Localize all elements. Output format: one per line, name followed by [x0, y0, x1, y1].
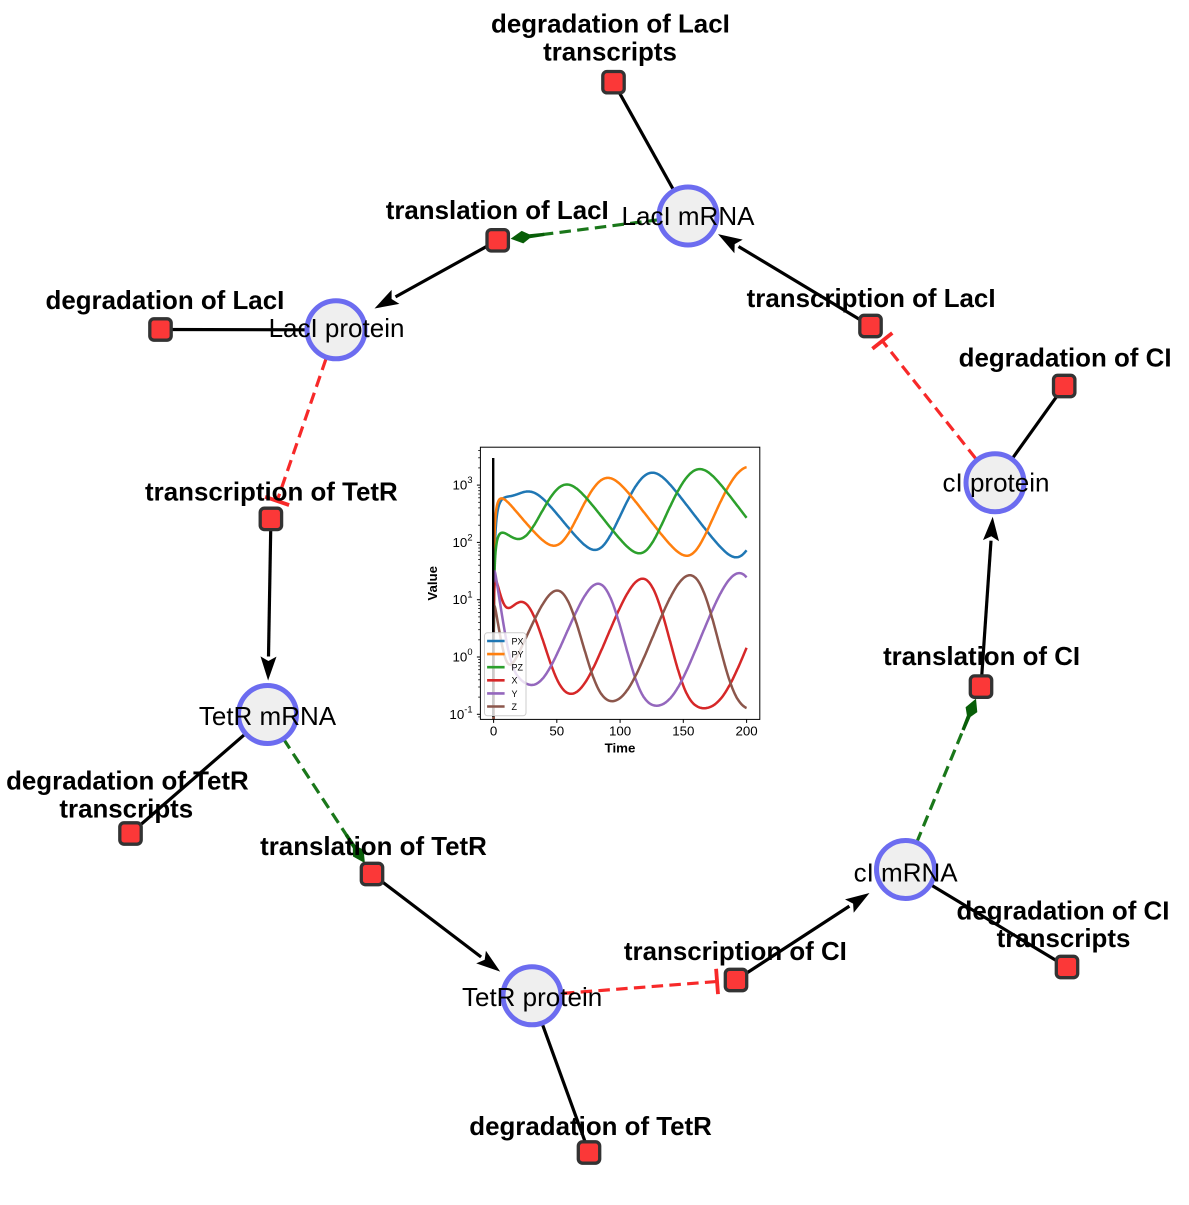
svg-text:TetR mRNA: TetR mRNA	[199, 701, 337, 731]
svg-text:LacI protein: LacI protein	[269, 313, 405, 343]
svg-text:degradation of TetR: degradation of TetR	[6, 767, 249, 795]
svg-text:translation of TetR: translation of TetR	[260, 833, 487, 861]
svg-text:transcription of LacI: transcription of LacI	[747, 285, 996, 313]
svg-text:transcription of CI: transcription of CI	[624, 938, 847, 966]
svg-text:Z: Z	[512, 702, 518, 712]
svg-text:transcripts: transcripts	[543, 38, 677, 66]
svg-text:degradation of TetR: degradation of TetR	[469, 1113, 712, 1141]
svg-text:transcripts: transcripts	[59, 795, 193, 823]
svg-text:LacI mRNA: LacI mRNA	[622, 201, 756, 231]
svg-text:0: 0	[490, 723, 497, 738]
svg-text:PY: PY	[512, 650, 524, 660]
svg-text:degradation of LacI: degradation of LacI	[46, 287, 285, 315]
svg-text:cI mRNA: cI mRNA	[854, 858, 959, 888]
svg-text:200: 200	[736, 723, 758, 738]
svg-text:transcripts: transcripts	[997, 925, 1131, 953]
svg-text:PX: PX	[512, 636, 524, 646]
svg-text:Time: Time	[605, 741, 636, 756]
svg-text:degradation of CI: degradation of CI	[957, 897, 1170, 925]
svg-text:cI protein: cI protein	[943, 468, 1050, 498]
svg-text:50: 50	[549, 723, 564, 738]
svg-text:PZ: PZ	[512, 663, 524, 673]
svg-text:degradation of CI: degradation of CI	[959, 345, 1172, 373]
svg-text:degradation of LacI: degradation of LacI	[491, 10, 730, 38]
svg-text:transcription of TetR: transcription of TetR	[145, 478, 398, 506]
svg-text:100: 100	[609, 723, 631, 738]
svg-text:TetR protein: TetR protein	[462, 982, 602, 1012]
svg-text:translation of CI: translation of CI	[883, 643, 1080, 671]
svg-text:Value: Value	[425, 566, 440, 601]
svg-text:150: 150	[672, 723, 694, 738]
svg-text:translation of LacI: translation of LacI	[386, 197, 609, 225]
svg-text:X: X	[512, 676, 518, 686]
svg-text:Y: Y	[512, 689, 518, 699]
